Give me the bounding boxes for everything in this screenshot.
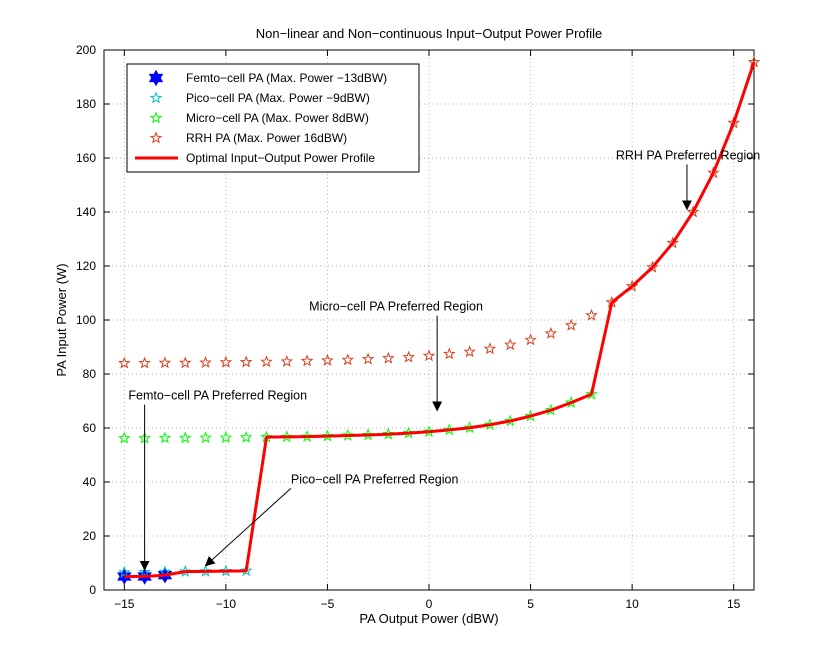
legend-entry: Micro−cell PA (Max. Power 8dBW) — [186, 111, 369, 125]
data-point — [178, 356, 192, 369]
data-point — [443, 347, 456, 360]
legend-entry: RRH PA (Max. Power 16dBW) — [186, 131, 347, 145]
data-point — [361, 428, 375, 441]
annotation-label: RRH PA Preferred Region — [616, 148, 760, 162]
legend-marker-swatch — [149, 131, 163, 144]
data-point — [118, 356, 131, 369]
y-tick-label: 160 — [76, 151, 96, 165]
data-point — [483, 342, 497, 355]
legend-entry: Optimal Input−Output Power Profile — [186, 151, 375, 165]
legend-box — [126, 63, 420, 173]
data-point — [341, 353, 355, 366]
data-point — [219, 564, 233, 577]
data-point — [178, 565, 192, 577]
x-tick-label: −10 — [216, 597, 237, 611]
data-point — [646, 260, 659, 273]
data-point — [300, 430, 314, 442]
x-tick-label: −15 — [114, 597, 135, 611]
data-point — [239, 430, 253, 443]
data-point — [138, 356, 151, 369]
chart-title: Non−linear and Non−continuous Input−Outp… — [256, 26, 603, 41]
data-point — [280, 354, 294, 367]
data-point — [199, 564, 212, 577]
x-tick-label: 15 — [727, 597, 741, 611]
y-tick-label: 180 — [76, 97, 96, 111]
data-point — [524, 333, 537, 346]
axis-ticks: −15 −10 −5 0 5 10 15 0 20 40 60 80 100 120 140 160 180 20… — [76, 43, 754, 611]
data-point — [422, 349, 436, 362]
data-point — [585, 387, 598, 400]
data-point — [402, 350, 415, 363]
annotations: RRH PA Preferred Region Micro−cell PA Pre… — [128, 148, 760, 571]
y-tick-label: 140 — [76, 205, 96, 219]
x-tick-label: 10 — [625, 597, 639, 611]
data-point — [239, 355, 253, 368]
legend-marker-swatch — [149, 91, 163, 104]
y-tick-label: 100 — [76, 313, 96, 327]
annotation-label: Micro−cell PA Preferred Region — [309, 300, 483, 314]
data-point — [219, 355, 233, 368]
data-point — [361, 352, 375, 365]
data-point — [239, 564, 253, 577]
data-point — [199, 431, 212, 444]
x-tick-label: −5 — [321, 597, 335, 611]
y-axis-label: PA Input Power (W) — [54, 263, 69, 376]
data-point — [158, 356, 172, 369]
data-point — [219, 431, 233, 444]
data-point — [199, 356, 212, 369]
data-point — [260, 355, 273, 368]
y-tick-label: 200 — [76, 43, 96, 57]
data-point — [118, 565, 131, 578]
x-axis-label: PA Output Power (dBW) — [359, 611, 498, 626]
y-tick-label: 40 — [83, 475, 97, 489]
data-point — [503, 338, 517, 351]
y-tick-label: 60 — [83, 421, 97, 435]
data-point — [321, 429, 334, 442]
legend-marker-swatch — [148, 69, 164, 87]
profile-line-layer — [124, 61, 756, 578]
y-tick-label: 0 — [89, 583, 96, 597]
series-3 — [118, 55, 761, 369]
annotation-label: Pico−cell PA Preferred Region — [291, 472, 459, 486]
data-point — [585, 308, 598, 321]
legend-entry: Femto−cell PA (Max. Power −13dBW) — [186, 71, 387, 85]
data-point — [158, 431, 172, 444]
data-point — [544, 326, 558, 339]
y-tick-label: 20 — [83, 529, 97, 543]
legend-marker-swatch — [149, 111, 163, 124]
legend: Femto−cell PA (Max. Power −13dBW) Pico−ce… — [126, 63, 420, 173]
data-point — [118, 431, 131, 444]
y-tick-label: 80 — [83, 367, 97, 381]
x-tick-label: 0 — [426, 597, 433, 611]
data-point — [300, 354, 314, 367]
data-point — [564, 318, 578, 331]
data-point — [341, 428, 355, 441]
legend-entry: Pico−cell PA (Max. Power −9dBW) — [186, 91, 370, 105]
data-point — [178, 431, 192, 444]
x-tick-label: 5 — [527, 597, 534, 611]
annotation-label: Femto−cell PA Preferred Region — [128, 389, 307, 403]
y-tick-label: 120 — [76, 259, 96, 273]
data-point — [321, 353, 334, 366]
data-point — [463, 345, 476, 358]
annotation-arrow — [204, 487, 292, 567]
data-point — [280, 430, 294, 443]
optimal-profile-line — [124, 61, 756, 578]
data-point — [382, 351, 395, 364]
